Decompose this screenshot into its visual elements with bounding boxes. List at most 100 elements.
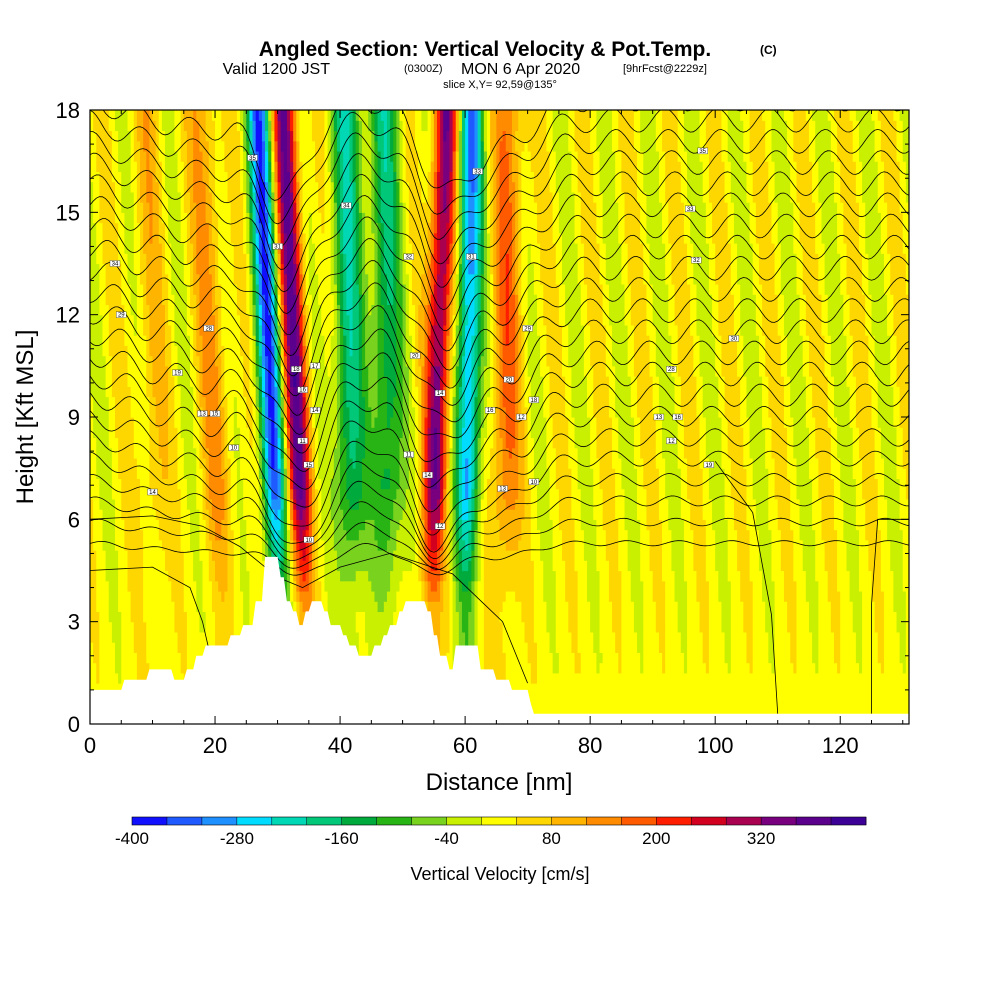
velocity-cell [315,294,319,306]
velocity-cell [196,560,201,572]
velocity-cell [333,560,338,572]
velocity-cell [302,253,307,265]
velocity-cell [324,488,329,500]
velocity-cell [96,273,100,285]
velocity-cell [208,294,213,306]
velocity-cell [133,437,138,449]
velocity-cell [255,376,260,387]
velocity-cell [221,447,226,459]
velocity-cell [299,550,304,561]
velocity-cell [111,621,116,633]
velocity-cell [224,406,229,418]
velocity-cell [311,263,316,275]
velocity-cell [249,580,254,592]
velocity-cell [174,396,179,408]
velocity-cell [118,560,122,572]
velocity-cell [180,263,185,275]
velocity-cell [268,529,272,541]
velocity-cell [330,263,335,275]
velocity-cell [283,457,288,469]
velocity-cell [130,120,135,132]
velocity-cell [183,560,188,572]
velocity-cell [130,529,135,541]
velocity-cell [327,304,332,316]
velocity-cell [324,212,329,224]
velocity-cell [311,253,316,265]
velocity-cell [236,437,241,449]
velocity-cell [265,447,269,459]
velocity-cell [290,386,294,398]
velocity-cell [183,498,188,510]
velocity-cell [186,181,191,193]
velocity-cell [227,355,232,367]
velocity-cell [211,488,216,500]
velocity-cell [218,243,222,254]
velocity-cell [336,191,341,203]
velocity-cell [346,232,351,244]
velocity-cell [321,580,326,592]
velocity-cell [227,171,232,183]
velocity-cell [215,457,219,469]
velocity-cell [186,539,191,551]
velocity-cell [346,181,351,193]
velocity-cell [115,396,119,408]
velocity-cell [121,253,125,265]
velocity-cell [274,150,279,162]
velocity-cell [127,110,132,121]
velocity-cell [271,335,276,346]
velocity-cell [140,498,144,510]
velocity-cell [293,376,297,387]
velocity-cell [143,355,147,367]
velocity-cell [271,191,276,203]
velocity-cell [246,590,251,602]
velocity-cell [215,539,219,551]
velocity-cell [168,550,172,561]
velocity-cell [324,539,329,551]
velocity-cell [127,529,132,541]
velocity-cell [330,181,335,193]
velocity-cell [221,427,226,439]
velocity-cell [171,601,175,613]
velocity-cell [190,642,194,653]
velocity-cell [174,345,179,357]
velocity-cell [158,457,163,469]
velocity-cell [124,243,129,254]
velocity-cell [336,365,341,377]
velocity-cell [305,580,310,592]
velocity-cell [296,171,301,183]
velocity-cell [271,273,276,285]
velocity-cell [293,191,297,203]
velocity-cell [211,202,216,213]
velocity-cell [299,232,304,244]
velocity-cell [302,335,307,346]
velocity-cell [230,386,235,398]
velocity-cell [327,335,332,346]
velocity-cell [190,150,194,162]
velocity-cell [168,457,172,469]
velocity-cell [111,191,116,203]
velocity-cell [280,498,285,510]
velocity-cell [258,406,263,418]
velocity-cell [208,355,213,367]
velocity-cell [283,324,288,336]
velocity-cell [130,304,135,316]
velocity-cell [118,652,122,664]
velocity-cell [158,314,163,326]
velocity-cell [315,590,319,602]
velocity-cell [261,171,266,183]
velocity-cell [133,365,138,377]
velocity-cell [121,202,125,213]
velocity-cell [330,130,335,142]
velocity-cell [286,150,291,162]
velocity-cell [224,110,229,121]
velocity-cell [111,294,116,306]
velocity-cell [105,365,110,377]
velocity-cell [299,580,304,592]
velocity-cell [96,672,100,684]
velocity-cell [218,263,222,275]
velocity-cell [233,621,238,633]
velocity-cell [199,560,204,572]
velocity-cell [208,590,213,602]
velocity-cell [102,621,107,633]
velocity-cell [93,406,97,418]
